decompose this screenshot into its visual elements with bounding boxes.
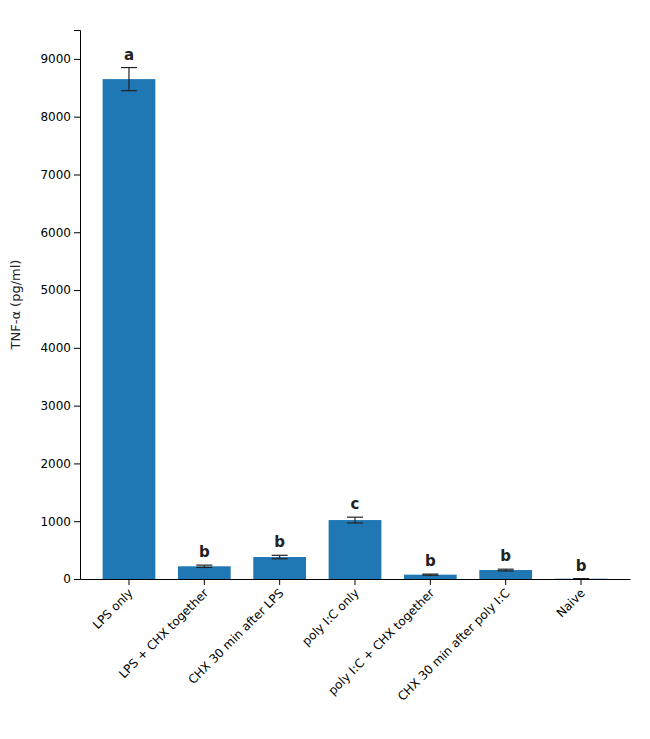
y-tick-label: 8000 — [40, 110, 71, 124]
error-bar — [422, 574, 438, 575]
x-tick-label: poly I:C only — [299, 586, 361, 648]
y-tick-label: 1000 — [40, 515, 71, 529]
y-tick: 6000 — [40, 226, 80, 240]
error-bar-stem — [354, 517, 355, 523]
y-tick: 4000 — [40, 341, 80, 355]
bar — [103, 79, 156, 579]
annotations: a b b c b b b — [124, 46, 587, 575]
x-tick-mark — [279, 579, 280, 585]
x-tick: CHX 30 min after LPS — [186, 579, 287, 687]
error-bar-stem — [128, 68, 129, 91]
x-tick-mark — [204, 579, 205, 585]
error-bar-cap — [121, 67, 137, 68]
annotation: b — [500, 547, 511, 565]
bar — [404, 575, 457, 579]
y-tick-mark — [74, 290, 80, 291]
bar — [329, 520, 382, 579]
x-tick-mark — [581, 579, 582, 585]
annotation: c — [351, 495, 360, 513]
error-bar-cap — [573, 578, 589, 579]
y-axis: 0 1000 2000 3000 4000 5000 6000 7000 8000 9000 — [40, 31, 80, 587]
x-tick-label: CHX 30 min after poly I:C — [395, 586, 513, 704]
y-axis-line — [74, 31, 81, 580]
x-tick-mark — [430, 579, 431, 585]
error-bar-cap — [272, 555, 288, 556]
error-bar-cap — [422, 575, 438, 576]
y-tick-mark — [74, 463, 80, 464]
x-tick-label: Naive — [554, 586, 588, 620]
y-axis-title: TNF-α (pg/ml) — [8, 260, 23, 351]
y-tick-label: 2000 — [40, 457, 71, 471]
y-tick: 3000 — [40, 399, 80, 413]
error-bar — [347, 517, 363, 523]
x-tick: LPS only — [90, 579, 136, 632]
y-tick-mark — [74, 59, 80, 60]
x-tick-label: CHX 30 min after LPS — [186, 586, 287, 687]
marks — [103, 68, 608, 579]
error-bar-cap — [272, 558, 288, 559]
y-tick-mark — [74, 406, 80, 407]
bar — [555, 578, 608, 579]
annotation: b — [576, 557, 587, 575]
y-tick: 8000 — [40, 110, 80, 124]
error-bar — [196, 565, 212, 567]
x-tick: poly I:C only — [299, 579, 361, 649]
x-tick: CHX 30 min after poly I:C — [395, 579, 513, 704]
error-bar — [272, 555, 288, 558]
bar — [253, 557, 306, 579]
error-bar-cap — [196, 567, 212, 568]
x-tick-label: LPS only — [90, 586, 136, 632]
y-tick-label: 7000 — [40, 168, 71, 182]
x-tick-mark — [355, 579, 356, 585]
annotation: b — [199, 543, 210, 561]
error-bar-cap — [347, 517, 363, 518]
y-tick-label: 9000 — [40, 52, 71, 66]
x-tick-mark — [128, 579, 129, 585]
y-tick-mark — [74, 579, 80, 580]
error-bar — [498, 569, 514, 571]
y-tick-mark — [74, 348, 80, 349]
y-tick-mark — [74, 117, 80, 118]
y-tick-label: 0 — [63, 572, 71, 586]
annotation: b — [425, 552, 436, 570]
error-bar-cap — [498, 570, 514, 571]
error-bar-cap — [196, 565, 212, 566]
y-tick-label: 5000 — [40, 283, 71, 297]
y-tick: 1000 — [40, 515, 80, 529]
y-tick: 7000 — [40, 168, 80, 182]
error-bar-cap — [498, 569, 514, 570]
y-tick-mark — [74, 521, 80, 522]
error-bar — [573, 578, 589, 579]
error-bar-cap — [347, 522, 363, 523]
y-tick-label: 6000 — [40, 226, 71, 240]
bar — [479, 570, 532, 579]
x-tick-mark — [505, 579, 506, 585]
plot: 0 1000 2000 3000 4000 5000 6000 7000 8000 9000 LPS… — [40, 31, 630, 704]
error-bar-cap — [422, 573, 438, 574]
x-axis: LPS onlyLPS + CHX togetherCHX 30 min aft… — [81, 579, 631, 704]
y-tick: 0 — [63, 572, 80, 586]
y-tick-mark — [74, 174, 80, 175]
y-tick-label: 3000 — [40, 399, 71, 413]
y-tick: 5000 — [40, 283, 80, 297]
error-bar-cap — [121, 90, 137, 91]
annotation: a — [124, 46, 134, 64]
y-tick-label: 4000 — [40, 341, 71, 355]
x-tick: Naive — [554, 579, 588, 620]
error-bar — [121, 68, 137, 91]
error-bar-cap — [573, 578, 589, 579]
y-tick-mark — [74, 232, 80, 233]
bar — [178, 566, 231, 579]
chart: 0 1000 2000 3000 4000 5000 6000 7000 8000 9000 LPS… — [0, 0, 650, 739]
annotation: b — [274, 533, 285, 551]
y-tick: 9000 — [40, 52, 80, 66]
y-tick: 2000 — [40, 457, 80, 471]
